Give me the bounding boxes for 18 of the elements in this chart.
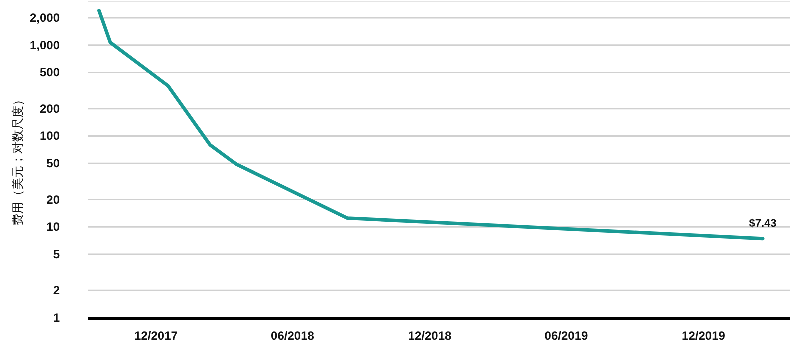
x-tick-label: 12/2017 [134, 329, 178, 343]
y-tick-label: 1 [53, 311, 60, 325]
x-tick-label: 06/2018 [271, 329, 315, 343]
y-axis-title: 费用（美元；对数尺度） [11, 94, 25, 226]
x-tick-label: 12/2018 [408, 329, 452, 343]
y-tick-label: 1,000 [30, 38, 60, 52]
y-tick-label: 200 [40, 102, 60, 116]
annotation: $7.43 [749, 218, 777, 230]
y-tick-label: 2 [53, 284, 60, 298]
y-tick-label: 20 [46, 192, 60, 207]
x-tick-label: 12/2019 [682, 329, 726, 343]
y-tick-label: 100 [40, 129, 60, 144]
y-tick-label: 10 [46, 220, 60, 234]
y-tick-label: 5 [53, 247, 60, 262]
y-tick-label: 500 [40, 66, 60, 80]
y-tick-label: 2,000 [30, 11, 60, 26]
x-tick-label: 06/2019 [544, 329, 589, 343]
y-tick-label: 50 [46, 156, 60, 171]
